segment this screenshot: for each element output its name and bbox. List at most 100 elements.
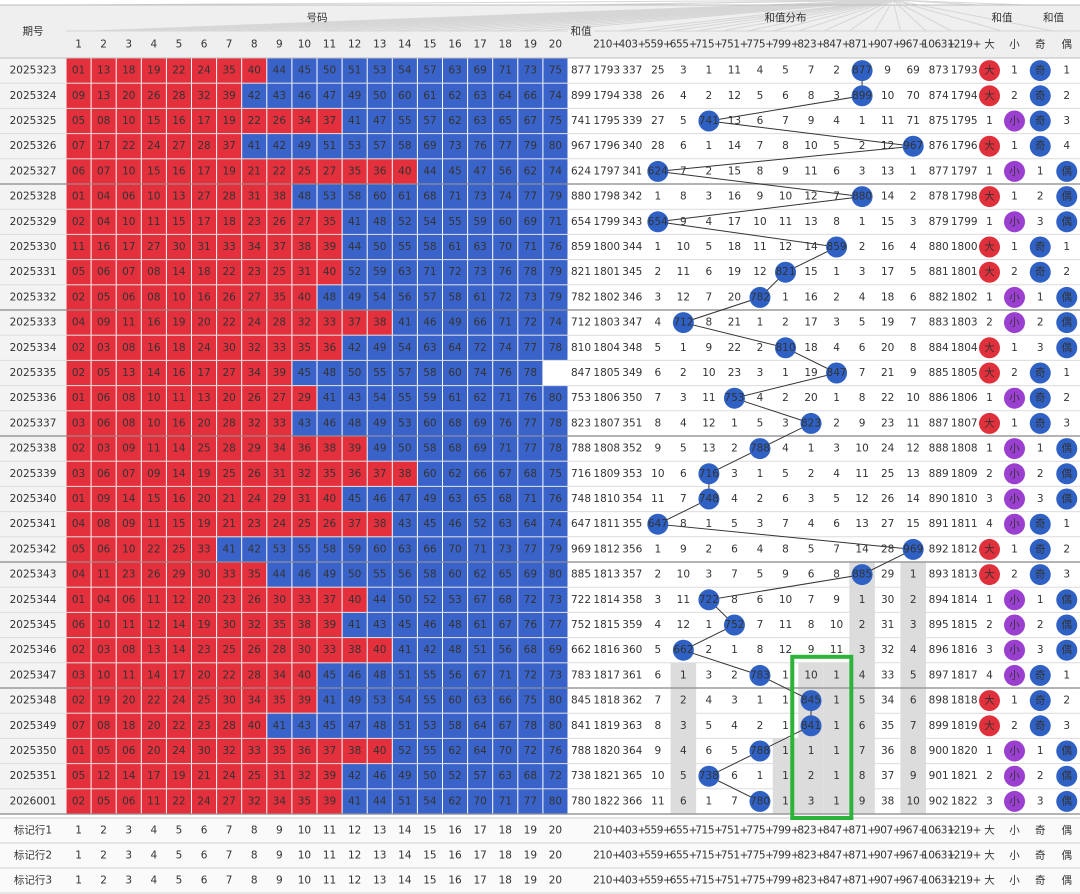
bs-count: 1 xyxy=(1011,342,1018,354)
number-cell xyxy=(367,310,392,335)
number: 43 xyxy=(298,417,311,429)
sum-ball xyxy=(800,412,822,434)
number: 33 xyxy=(222,241,235,253)
number: 65 xyxy=(499,569,512,581)
number: 33 xyxy=(273,417,286,429)
footer-label: 标记行1 xyxy=(14,824,52,837)
number: 79 xyxy=(549,266,562,278)
number-cell xyxy=(443,738,468,764)
sum-ball xyxy=(698,488,720,510)
oe-ball xyxy=(1056,160,1078,182)
bs-ball xyxy=(979,690,1000,712)
bs-count: 2 xyxy=(986,468,993,480)
number: 08 xyxy=(122,342,135,354)
number: 08 xyxy=(147,291,160,303)
footer-number: 17 xyxy=(473,850,486,862)
number-cell xyxy=(292,335,317,360)
number-cell xyxy=(267,83,292,108)
oe-ball xyxy=(1056,438,1078,460)
oe-ball xyxy=(1056,488,1078,510)
number: 12 xyxy=(147,619,160,631)
number-cell xyxy=(342,411,367,436)
omission: 14 xyxy=(804,241,818,253)
omission: 3 xyxy=(757,367,764,379)
number-cell xyxy=(166,83,191,108)
omission: 17 xyxy=(804,317,817,329)
number: 48 xyxy=(348,417,361,429)
number: 60 xyxy=(423,468,436,480)
omission: 16 xyxy=(804,291,818,303)
number-cell xyxy=(217,83,242,108)
omission: 875 xyxy=(929,115,949,127)
number-cell xyxy=(166,612,191,638)
omission: 14 xyxy=(881,191,895,203)
issue: 2025347 xyxy=(10,669,57,681)
omission: 5 xyxy=(706,241,713,253)
number-cell xyxy=(91,537,116,562)
number-cell xyxy=(543,688,568,713)
number-cell xyxy=(267,108,292,134)
number: 44 xyxy=(373,795,387,807)
number-cell xyxy=(342,285,367,310)
footer-dist: 847+ xyxy=(823,825,850,837)
number-cell xyxy=(292,436,317,461)
number-cell xyxy=(217,310,242,335)
number: 24 xyxy=(222,770,236,782)
number-cell xyxy=(543,209,568,234)
number: 25 xyxy=(248,770,261,782)
issue: 2025338 xyxy=(10,443,57,455)
number: 39 xyxy=(323,770,336,782)
omission: 69 xyxy=(906,65,919,77)
number-cell xyxy=(242,234,267,260)
number: 13 xyxy=(147,644,160,656)
omission: 358 xyxy=(622,594,642,606)
number: 55 xyxy=(398,115,411,127)
omission: 341 xyxy=(622,165,642,177)
bs-ball-label: 小 xyxy=(1009,745,1020,757)
number-cell xyxy=(141,234,166,260)
omission: 356 xyxy=(622,543,642,555)
omission: 9 xyxy=(782,165,789,177)
omission: 1819 xyxy=(951,720,978,732)
number: 42 xyxy=(423,644,436,656)
number-cell xyxy=(91,688,116,713)
number-cell xyxy=(468,612,493,638)
omission: 1811 xyxy=(593,518,620,530)
omission: 4 xyxy=(731,720,738,732)
footer-dist: 871+ xyxy=(848,875,875,887)
bs-ball xyxy=(1004,740,1025,762)
number-cell xyxy=(493,537,518,562)
omission: 9 xyxy=(833,594,840,606)
number: 24 xyxy=(147,140,161,152)
number: 68 xyxy=(524,468,537,480)
number-cell xyxy=(367,260,392,285)
omission: 1 xyxy=(731,417,738,429)
number-cell xyxy=(217,587,242,612)
omission: 11 xyxy=(779,619,792,631)
number-cell xyxy=(543,83,568,108)
number-cell xyxy=(91,184,116,209)
header-dist: 655+ xyxy=(670,39,697,51)
bs-ball xyxy=(979,412,1000,434)
number-cell xyxy=(518,738,543,764)
number: 53 xyxy=(423,720,436,732)
footer-number: 11 xyxy=(323,850,336,862)
footer-oe: 奇 xyxy=(1035,874,1046,887)
number-cell xyxy=(543,310,568,335)
number-cell xyxy=(342,58,367,83)
number: 39 xyxy=(323,241,336,253)
number: 72 xyxy=(499,291,512,303)
number-cell xyxy=(141,512,166,537)
omission: 12 xyxy=(906,443,919,455)
omission: 899 xyxy=(929,720,949,732)
bs-ball xyxy=(979,85,1000,107)
number: 03 xyxy=(97,644,110,656)
number: 16 xyxy=(172,115,186,127)
number: 33 xyxy=(222,569,235,581)
number-cell xyxy=(443,587,468,612)
omission: 2 xyxy=(833,65,840,77)
omission: 20 xyxy=(881,342,894,354)
number-cell xyxy=(417,562,442,587)
header-oe: 和值 xyxy=(1043,11,1065,24)
omission: 1 xyxy=(808,443,815,455)
